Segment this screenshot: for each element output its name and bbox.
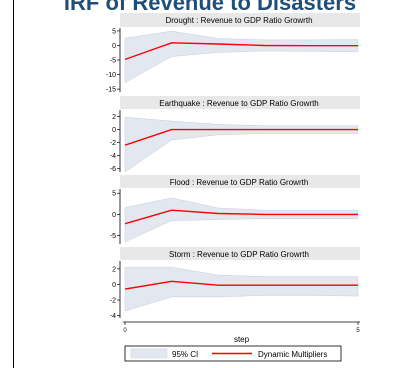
legend: 95% CI Dynamic Multipliers	[124, 345, 342, 362]
panel-title: Drought : Revenue to GDP Ratio Growrth	[165, 16, 312, 25]
y-tick-label: -6	[110, 166, 116, 173]
y-tick-label: 0	[112, 43, 116, 50]
panel-title: Flood : Revenue to GDP Ratio Growrth	[170, 178, 309, 187]
panel-header	[120, 175, 360, 188]
panel-title: Storm : Revenue to GDP Ratio Growrth	[169, 250, 309, 259]
y-tick-label: -2	[110, 298, 116, 305]
panel-title: Earthquake : Revenue to GDP Ratio Growrt…	[159, 99, 319, 108]
dynamic-multiplier-line	[124, 42, 358, 61]
x-tick-label: 5	[356, 328, 360, 334]
y-tick-label: 0	[112, 212, 116, 219]
panel-header	[120, 96, 360, 109]
y-tick-label: 5	[112, 191, 116, 198]
x-tick-label: 0	[123, 328, 127, 334]
ci-band	[124, 30, 359, 84]
y-tick-label: -15	[106, 87, 116, 94]
irf-panel: Storm : Revenue to GDP Ratio Growrth 2 0 -2…	[110, 247, 360, 320]
slide-title: IRF of Revenue to Disasters	[63, 0, 357, 15]
y-tick-label: -2	[110, 140, 116, 147]
y-tick-label: -4	[110, 153, 116, 160]
dynamic-multiplier-line	[124, 280, 358, 290]
irf-panel: Drought : Revenue to GDP Ratio Growrth 5 0…	[106, 13, 360, 94]
slide-border-line	[13, 0, 14, 368]
irf-panel: Earthquake : Revenue to GDP Ratio Growrt…	[110, 96, 360, 173]
y-tick-label: 2	[112, 114, 116, 121]
panel-header	[120, 247, 360, 260]
y-tick-label: 0	[112, 282, 116, 289]
y-tick-label: -5	[110, 58, 116, 65]
y-tick-label: -10	[106, 72, 116, 79]
y-tick-label: 5	[112, 28, 116, 35]
y-tick-label: -4	[110, 313, 116, 320]
panel-header	[120, 13, 360, 27]
legend-ci-swatch	[130, 348, 168, 359]
dynamic-multiplier-line	[124, 128, 358, 146]
ci-band	[124, 197, 359, 243]
y-tick-label: 2	[112, 266, 116, 273]
legend-line-label: Dynamic Multipliers	[258, 350, 327, 359]
legend-ci-label: 95% CI	[172, 350, 198, 359]
x-axis-label: step	[234, 335, 250, 344]
y-tick-label: -5	[110, 233, 116, 240]
irf-panel: Flood : Revenue to GDP Ratio Growrth 5 0 -5	[110, 175, 360, 244]
ci-band	[124, 266, 359, 312]
ci-band	[124, 116, 359, 173]
y-tick-label: 0	[112, 127, 116, 134]
dynamic-multiplier-line	[124, 209, 358, 225]
